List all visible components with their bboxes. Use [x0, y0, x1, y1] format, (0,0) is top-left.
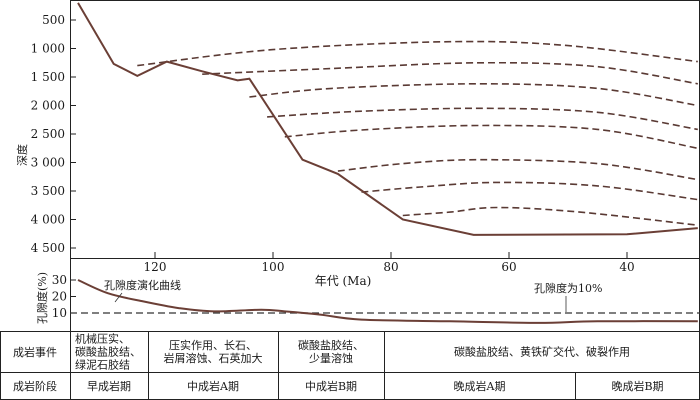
age-tick-label: 100: [262, 260, 285, 274]
age-tick-label: 120: [144, 260, 167, 274]
depth-tick-label: 2 500: [31, 127, 65, 141]
dashed-horizon: [137, 40, 698, 67]
depth-tick-label: 500: [42, 13, 65, 27]
dashed-horizon: [337, 158, 698, 181]
porosity-tick-label: 30: [52, 273, 67, 287]
dashed-horizon: [267, 107, 698, 131]
dashed-horizons: [137, 40, 698, 226]
age-axis-label: 年代 (Ma): [315, 274, 372, 288]
diagenetic-stage-cell: 中成岩B期: [305, 379, 357, 393]
depth-tick-label: 1 000: [31, 42, 65, 56]
age-tick-labels: 120 100 80 60 40: [144, 252, 635, 274]
table-row1-header: 成岩事件: [13, 345, 57, 359]
depth-tick-label: 4 000: [31, 213, 65, 227]
depth-tick-label: 1 500: [31, 70, 65, 84]
depth-tick-labels: 500 1 000 1 500 2 000 2 500 3 000 3 500 4 000 4 …: [31, 13, 76, 255]
porosity-panel: 120 100 80 60 40 年代 (Ma) 10 20 30 孔隙度(%) 孔隙度演化…: [35, 252, 700, 331]
porosity-curve: [77, 279, 698, 324]
diagenetic-event-cell: 碳酸盐胶结、黄铁矿交代、破裂作用: [454, 345, 630, 359]
porosity-tick-label: 10: [52, 306, 67, 320]
burial-curve: [77, 2, 698, 236]
diagenetic-stages-row: 早成岩期 中成岩A期 中成岩B期 晚成岩A期 晚成岩B期: [87, 379, 664, 393]
diagenetic-stage-cell: 晚成岩B期: [611, 379, 663, 393]
porosity-curve-label: 孔隙度演化曲线: [104, 278, 181, 292]
diagenetic-stage-cell: 中成岩A期: [187, 379, 239, 393]
depth-tick-label: 3 000: [31, 156, 65, 170]
dashed-horizon: [202, 61, 698, 85]
threshold-label: 孔隙度为10%: [534, 281, 602, 295]
dashed-horizon: [249, 82, 698, 107]
depth-axis-label: 深度: [15, 144, 29, 166]
age-tick-label: 60: [501, 260, 516, 274]
diagenetic-event-cell: 机械压实、碳酸盐胶结、绿泥石胶结: [75, 332, 141, 372]
porosity-curve-leader: [114, 292, 123, 303]
table-row2-header: 成岩阶段: [13, 379, 57, 393]
diagenetic-stage-cell: 早成岩期: [87, 379, 131, 393]
porosity-axis-label: 孔隙度(%): [35, 272, 49, 324]
dashed-horizon: [284, 124, 698, 150]
burial-panel: 500 1 000 1 500 2 000 2 500 3 000 3 500 4 000 4 …: [15, 0, 700, 259]
diagenetic-stage-cell: 晚成岩A期: [454, 379, 506, 393]
depth-tick-label: 4 500: [31, 241, 65, 255]
dashed-horizon: [402, 206, 698, 226]
age-tick-label: 40: [619, 260, 634, 274]
porosity-tick-labels: 10 20 30: [52, 273, 76, 320]
diagenetic-event-cell: 压实作用、长石、岩屑溶蚀、石英加大: [164, 338, 263, 365]
age-tick-label: 80: [383, 260, 398, 274]
dashed-horizon: [361, 181, 698, 201]
diagenetic-event-cell: 碳酸盐胶结、少量溶蚀: [298, 338, 364, 365]
depth-tick-label: 2 000: [31, 99, 65, 113]
depth-tick-label: 3 500: [31, 184, 65, 198]
porosity-tick-label: 20: [52, 290, 67, 304]
